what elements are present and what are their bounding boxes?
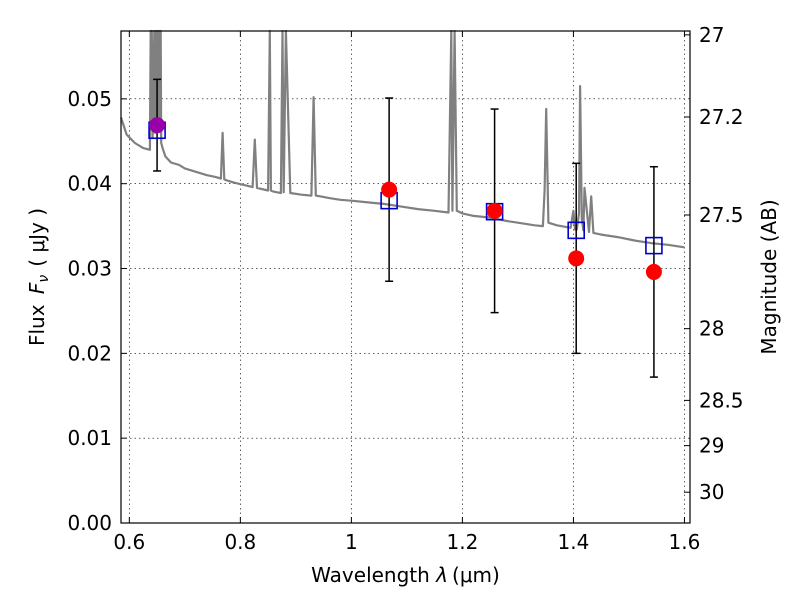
y2-axis-title: Magnitude (AB) — [757, 199, 781, 354]
model-photometry-marker — [645, 236, 663, 255]
model-photometry-marker — [567, 221, 586, 240]
y-axis-title: Flux Fν( μJy ) — [25, 208, 52, 346]
observed-marker — [645, 263, 662, 280]
x-tick-label: 1.2 — [446, 530, 478, 554]
x-tick-labels: 0.6 0.8 1 1.2 1.4 1.6 — [113, 530, 700, 554]
y-tick-label: 0.00 — [67, 511, 112, 535]
y2-tick-label: 27 — [699, 23, 724, 47]
observed-marker — [568, 250, 585, 267]
plot-frame — [120, 30, 691, 524]
y-tick-label: 0.01 — [67, 426, 112, 450]
observed-marker — [381, 181, 398, 198]
model-spectrum-line — [119, 29, 685, 249]
x-tick-label: 1.4 — [558, 530, 590, 554]
y-tick-labels: 0.00 0.01 0.02 0.03 0.04 0.05 — [67, 87, 112, 535]
y2-tick-label: 28 — [699, 317, 724, 341]
y2-tick-label: 29 — [699, 434, 724, 458]
observed-photometry-markers — [149, 117, 662, 280]
x-tick-label: 1 — [345, 530, 358, 554]
y-tick-label: 0.02 — [67, 341, 112, 365]
observed-marker — [149, 117, 166, 134]
x-tick-label: 0.8 — [224, 530, 256, 554]
y2-tick-label: 27.2 — [699, 105, 744, 129]
observed-marker — [486, 202, 503, 219]
ticks — [121, 31, 690, 524]
y2-tick-labels: 27 27.2 27.5 28 28.5 29 30 — [699, 23, 744, 504]
grid — [121, 31, 690, 524]
x-axis-title: Wavelength λ (μm) — [311, 563, 500, 587]
y-tick-label: 0.05 — [67, 87, 112, 111]
y2-tick-label: 28.5 — [699, 388, 744, 412]
y2-tick-label: 30 — [699, 480, 724, 504]
x-tick-label: 0.6 — [113, 530, 145, 554]
y-tick-label: 0.03 — [67, 257, 112, 281]
model-spectrum — [119, 29, 685, 249]
y-tick-label: 0.04 — [67, 172, 112, 196]
y2-tick-label: 27.5 — [699, 203, 744, 227]
x-tick-label: 1.6 — [669, 530, 701, 554]
